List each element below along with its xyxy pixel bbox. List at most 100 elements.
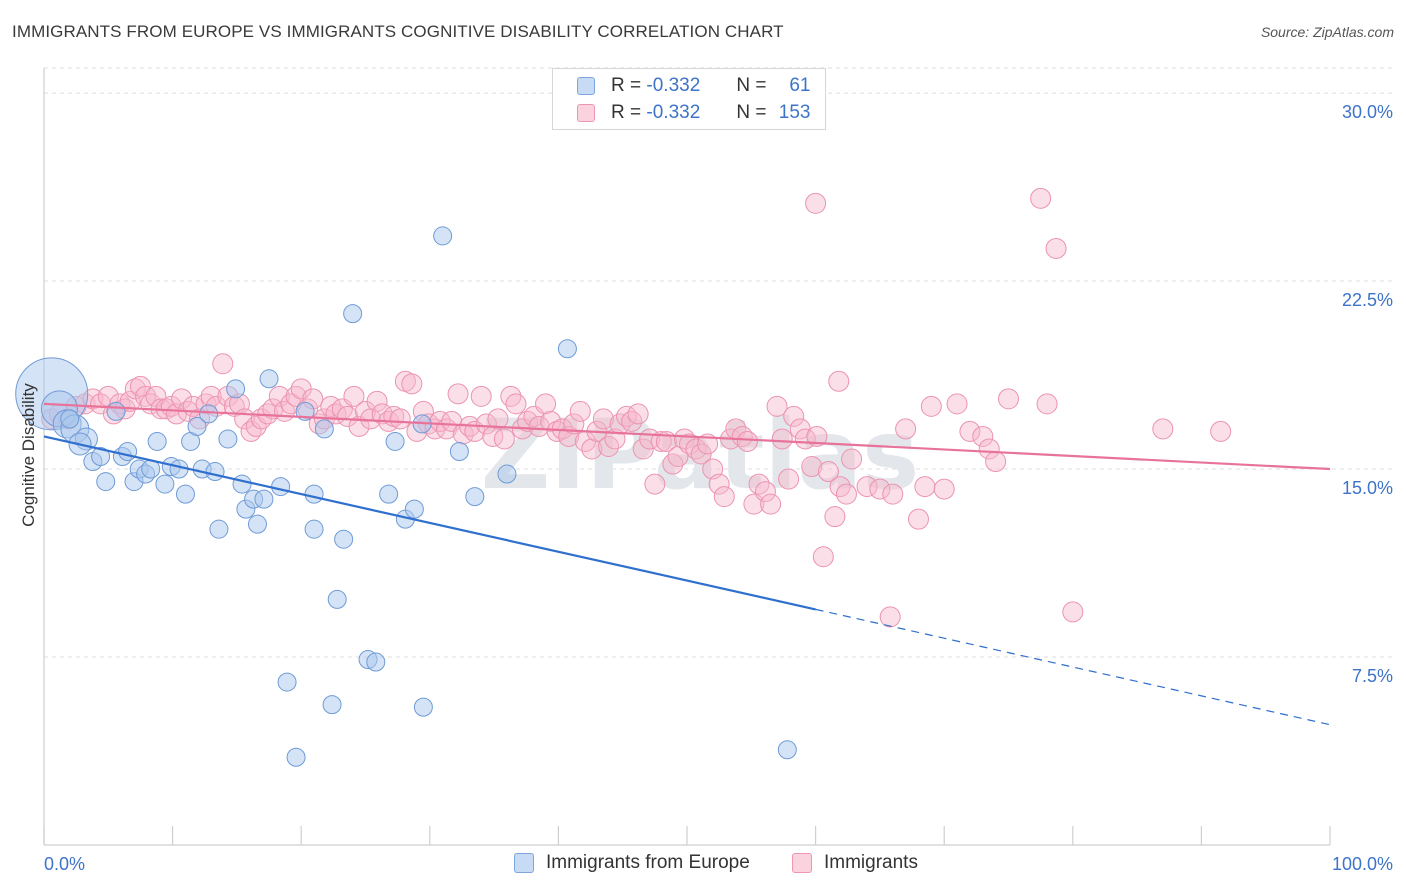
data-point-immigrants: [895, 418, 917, 440]
data-point-immigrants: [933, 478, 955, 500]
legend-row-europe: R = -0.332 N = 61: [577, 73, 811, 99]
data-point-immigrants: [569, 400, 591, 422]
data-point-immigrants: [841, 448, 863, 470]
data-point-europe: [334, 529, 354, 549]
data-point-europe: [385, 431, 405, 451]
legend-label-immigrants: Immigrants: [824, 852, 918, 873]
data-point-immigrants: [828, 370, 850, 392]
y-tick-label: 30.0%: [1342, 102, 1393, 122]
legend-n-value: 61: [789, 75, 811, 96]
data-point-immigrants: [343, 385, 365, 407]
legend-swatch-europe: [514, 853, 534, 873]
data-point-immigrants: [1045, 237, 1067, 259]
data-point-immigrants: [401, 373, 423, 395]
data-point-europe: [118, 441, 138, 461]
data-point-immigrants: [1036, 393, 1058, 415]
legend-n-label: N =: [736, 102, 767, 123]
data-point-europe: [205, 462, 225, 482]
data-point-immigrants: [708, 473, 730, 495]
data-point-immigrants: [563, 413, 585, 435]
data-point-immigrants: [1210, 420, 1232, 442]
data-point-immigrants: [632, 438, 654, 460]
legend-item-immigrants: Immigrants: [792, 852, 918, 874]
legend-item-europe: Immigrants from Europe: [514, 852, 750, 874]
data-point-immigrants: [505, 393, 527, 415]
legend-swatch-immigrants: [792, 853, 812, 873]
data-point-immigrants: [778, 468, 800, 490]
data-point-immigrants: [760, 493, 782, 515]
data-point-immigrants: [856, 476, 878, 498]
data-point-europe: [226, 379, 246, 399]
data-point-immigrants: [540, 410, 562, 432]
data-point-immigrants: [1030, 187, 1052, 209]
data-point-immigrants: [754, 481, 776, 503]
data-point-europe: [91, 447, 111, 466]
data-point-europe: [60, 409, 80, 429]
y-tick-labels: 7.5% 15.0% 22.5% 30.0%: [1342, 102, 1393, 686]
legend-r-label: R =: [611, 75, 642, 96]
data-point-europe: [259, 369, 279, 389]
data-point-europe: [218, 429, 238, 449]
data-point-immigrants: [447, 383, 469, 405]
data-point-europe: [465, 487, 485, 507]
data-point-europe: [449, 441, 469, 461]
data-point-immigrants: [581, 438, 603, 460]
data-point-immigrants: [998, 388, 1019, 410]
y-axis-label: Cognitive Disability: [19, 383, 38, 527]
data-point-immigrants: [946, 393, 968, 415]
data-point-immigrants: [783, 405, 805, 427]
data-point-europe: [413, 697, 433, 717]
data-point-europe: [304, 484, 324, 504]
data-point-europe: [277, 672, 297, 692]
data-point-immigrants: [212, 353, 234, 375]
legend-r-value: -0.332: [646, 75, 701, 96]
data-point-immigrants: [959, 420, 981, 442]
data-point-europe: [322, 695, 342, 715]
watermark: ZIPatlas: [481, 399, 920, 511]
trend-line-immigrants: [43, 402, 1331, 471]
data-point-immigrants: [879, 606, 901, 628]
data-point-europe: [254, 489, 274, 509]
data-point-immigrants: [824, 506, 846, 528]
data-point-europe: [404, 499, 424, 519]
data-point-europe: [433, 226, 453, 246]
legend-row-immigrants: R = -0.332 N = 153: [577, 100, 811, 126]
data-point-europe: [327, 589, 347, 609]
data-point-europe: [209, 519, 229, 539]
data-point-europe: [199, 404, 219, 424]
data-point-immigrants: [528, 415, 550, 437]
data-point-immigrants: [366, 390, 388, 412]
data-point-europe: [343, 304, 363, 324]
legend-n-label: N =: [736, 75, 767, 96]
data-point-europe: [155, 474, 175, 494]
data-point-immigrants: [475, 413, 497, 435]
trend-line-europe: [43, 435, 816, 611]
data-point-immigrants: [713, 486, 735, 508]
data-point-immigrants: [697, 433, 719, 455]
data-point-immigrants: [736, 430, 758, 452]
data-point-immigrants: [985, 451, 1007, 473]
data-point-immigrants: [882, 483, 904, 505]
data-point-europe: [232, 474, 252, 494]
data-point-immigrants: [493, 428, 515, 450]
data-point-europe: [497, 464, 517, 484]
data-point-europe: [175, 484, 195, 504]
legend-swatch-immigrants: [577, 104, 595, 122]
x-tick-label: 0.0%: [44, 854, 85, 874]
data-point-immigrants: [145, 385, 167, 407]
data-point-immigrants: [907, 508, 929, 530]
y-tick-label: 7.5%: [1352, 666, 1393, 686]
data-point-europe: [314, 419, 334, 439]
x-tick-labels: 0.0% 100.0%: [44, 854, 1393, 874]
data-point-europe: [304, 519, 324, 539]
data-point-immigrants: [812, 546, 834, 568]
chart-title: IMMIGRANTS FROM EUROPE VS IMMIGRANTS COG…: [12, 22, 784, 41]
legend-label-europe: Immigrants from Europe: [546, 852, 750, 873]
data-point-immigrants: [592, 408, 614, 430]
data-point-immigrants: [644, 473, 666, 495]
legend-n-value: 153: [778, 102, 811, 123]
data-point-immigrants: [1152, 418, 1174, 440]
data-point-immigrants: [972, 425, 994, 447]
correlation-legend: R = -0.332 N = 61 R = -0.332 N = 153: [552, 68, 826, 130]
